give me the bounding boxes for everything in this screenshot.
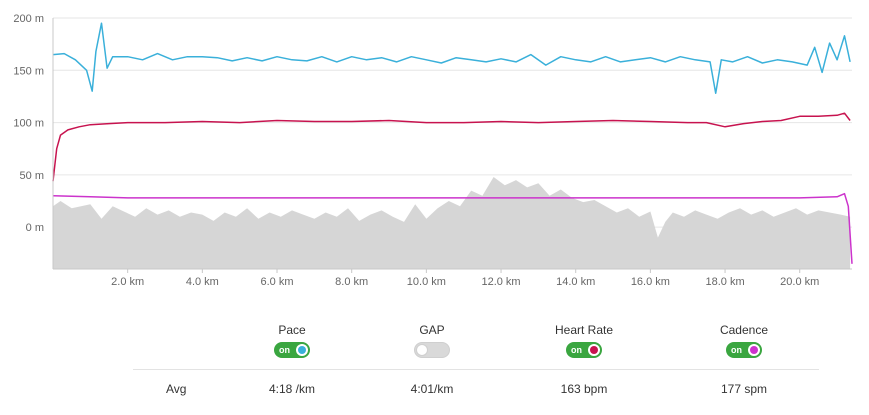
- pace-toggle[interactable]: on: [274, 342, 310, 358]
- x-tick-label: 6.0 km: [261, 276, 294, 288]
- x-tick-label: 16.0 km: [631, 276, 670, 288]
- x-tick-label: 8.0 km: [335, 276, 368, 288]
- x-tick-label: 18.0 km: [705, 276, 744, 288]
- pace-color-dot: [298, 346, 306, 354]
- x-tick-label: 10.0 km: [407, 276, 446, 288]
- x-tick-label: 4.0 km: [186, 276, 219, 288]
- activity-chart: 0 m 50 m 100 m 150 m 200 m 2.0 km 4.0 km 6.0 km…: [13, 13, 853, 288]
- y-tick-label: 50 m: [20, 170, 44, 182]
- x-tick-label: 12.0 km: [481, 276, 520, 288]
- avg-row-label: Avg: [166, 382, 187, 396]
- pace-toggle-knob: [296, 344, 308, 356]
- elevation-area-layer: [53, 177, 851, 269]
- pace-toggle-text: on: [279, 345, 290, 355]
- metric-heart-rate-label: Heart Rate: [554, 323, 614, 337]
- metric-pace-label: Pace: [278, 323, 306, 337]
- cadence-line: [52, 192, 853, 264]
- y-tick-label: 150 m: [13, 65, 44, 77]
- heart-rate-toggle[interactable]: on: [566, 342, 602, 358]
- x-tick-label: 2.0 km: [111, 276, 144, 288]
- y-tick-label: 100 m: [13, 118, 44, 130]
- metric-cadence: Cadence on: [684, 322, 804, 363]
- heart-rate-line: [52, 112, 851, 182]
- heart-rate-toggle-text: on: [571, 345, 582, 355]
- metric-gap: GAP: [372, 322, 492, 363]
- cadence-toggle[interactable]: on: [726, 342, 762, 358]
- pace-line: [52, 22, 851, 95]
- cadence-color-dot: [750, 346, 758, 354]
- avg-row: Avg 4:18 /km 4:01/km 163 bpm 177 spm: [0, 378, 869, 398]
- series-lines-layer: [52, 22, 853, 264]
- metric-gap-label: GAP: [419, 323, 445, 337]
- avg-cadence-value: 177 spm: [720, 382, 768, 396]
- elevation-area: [53, 177, 851, 269]
- gap-toggle-knob: [416, 344, 428, 356]
- x-tick-label: 14.0 km: [556, 276, 595, 288]
- avg-pace-value: 4:18 /km: [268, 382, 316, 396]
- heart-rate-color-dot: [590, 346, 598, 354]
- metric-controls: Pace on GAP Heart Rate on Cadence on: [0, 322, 869, 362]
- cadence-toggle-knob: [748, 344, 760, 356]
- metric-heart-rate: Heart Rate on: [524, 322, 644, 363]
- metric-pace: Pace on: [232, 322, 352, 363]
- y-tick-label: 0 m: [26, 222, 44, 234]
- cadence-toggle-text: on: [731, 345, 742, 355]
- axis-layer: 0 m 50 m 100 m 150 m 200 m 2.0 km 4.0 km 6.0 km…: [13, 13, 852, 288]
- metric-cadence-label: Cadence: [719, 323, 769, 337]
- x-tick-label: 20.0 km: [780, 276, 819, 288]
- stats-divider: [133, 369, 819, 370]
- y-tick-label: 200 m: [13, 13, 44, 25]
- avg-heart-rate-value: 163 bpm: [560, 382, 608, 396]
- gap-toggle[interactable]: [414, 342, 450, 358]
- avg-gap-value: 4:01/km: [410, 382, 454, 396]
- heart-rate-toggle-knob: [588, 344, 600, 356]
